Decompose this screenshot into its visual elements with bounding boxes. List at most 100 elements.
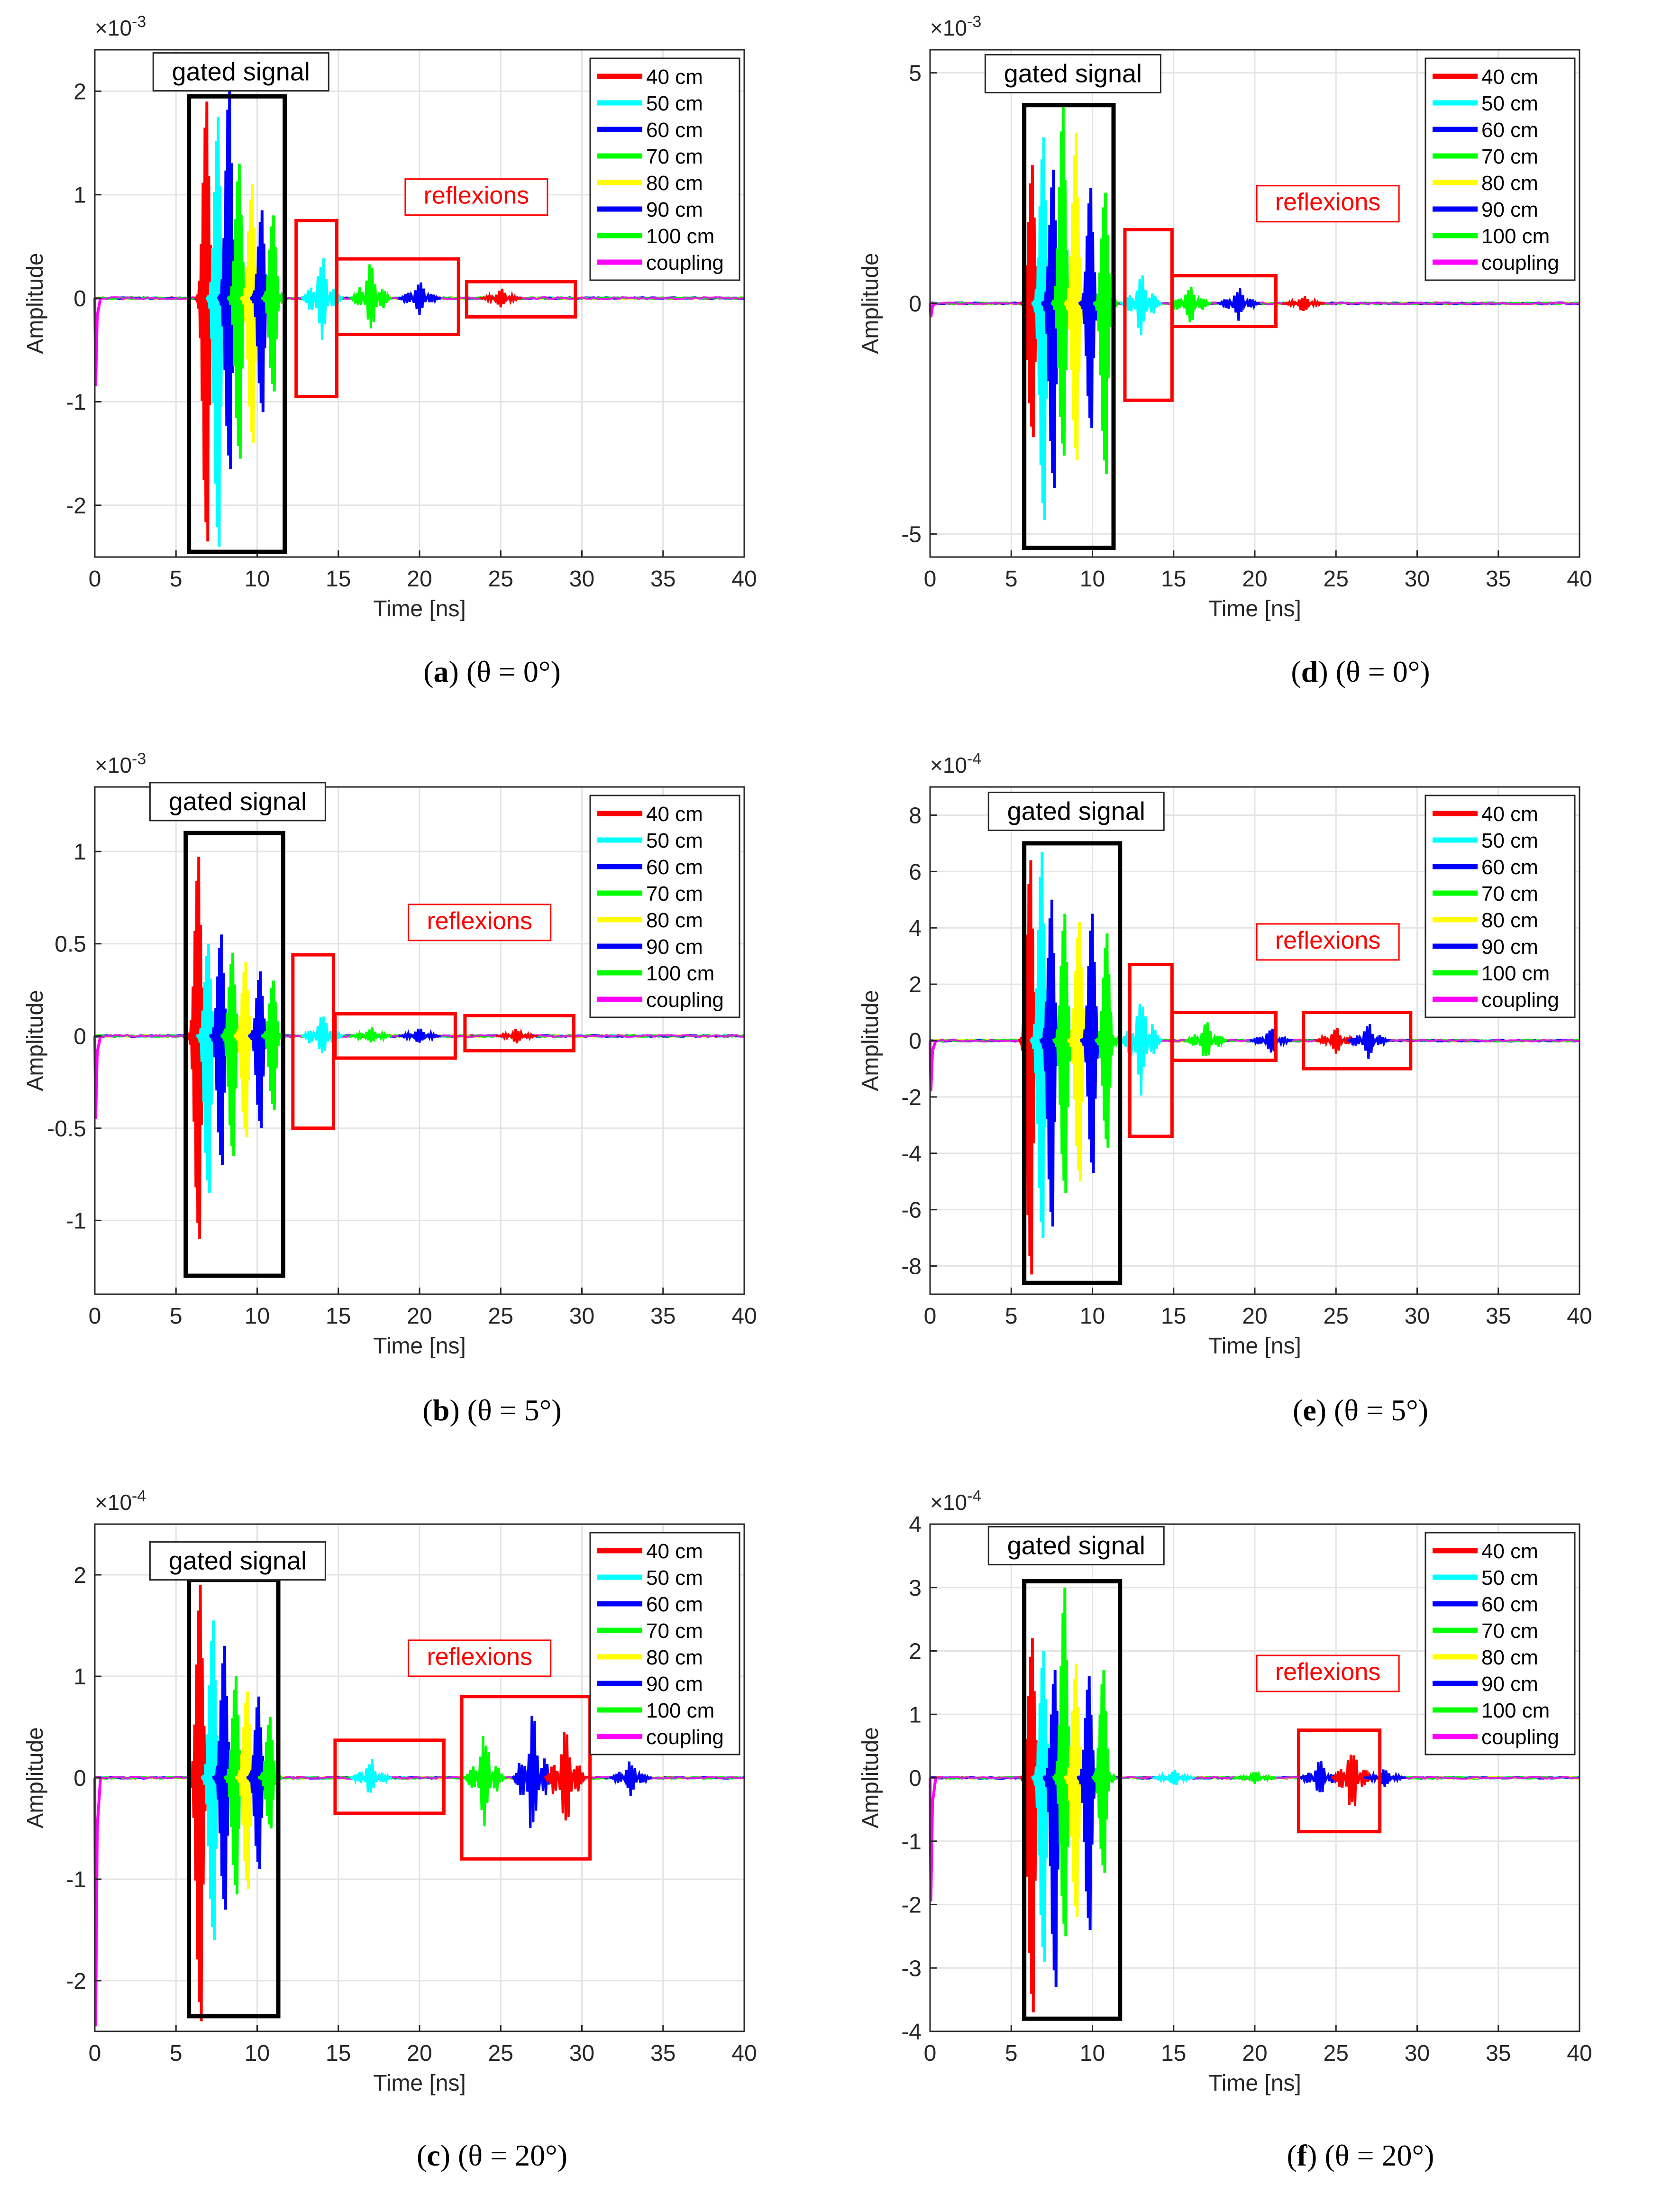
y-tick-label: 2: [73, 79, 86, 104]
y-axis-label: Amplitude: [858, 1727, 883, 1828]
y-tick-label: 0: [73, 286, 86, 311]
gated-signal-box: [1022, 103, 1116, 550]
legend-entry-70cm: 70 cm: [646, 1619, 703, 1643]
legend-entry-50cm: 50 cm: [646, 829, 703, 852]
gated-signal-label: gated signal: [1004, 59, 1142, 88]
y-tick-label: -5: [901, 522, 922, 547]
reflection-burst: [1298, 1761, 1341, 1792]
x-tick-label: 5: [170, 2041, 183, 2066]
x-tick-label: 0: [89, 1304, 101, 1329]
legend-entry-coupling: coupling: [646, 1726, 724, 1749]
caption-e: (e) (θ = 5°): [1293, 1393, 1428, 1427]
y-tick-label: -6: [901, 1198, 922, 1223]
legend-entry-90cm: 90 cm: [646, 198, 703, 221]
reflection-burst: [1347, 1024, 1390, 1059]
caption-c: (c) (θ = 20°): [417, 2139, 567, 2172]
x-tick-label: 35: [1486, 567, 1511, 592]
gated-signal-label-box: [987, 1526, 1165, 1565]
y-tick-label: 0: [909, 292, 922, 317]
y-exponent-power: -3: [132, 750, 146, 768]
legend-entry-90cm: 90 cm: [1481, 935, 1538, 959]
reflexion-box: [1170, 1011, 1278, 1062]
reflection-burst: [349, 1027, 392, 1043]
y-tick-label: -2: [66, 494, 86, 519]
x-tick-label: 25: [488, 567, 513, 592]
legend-entry-100cm: 100 cm: [646, 962, 714, 985]
reflection-burst: [511, 1716, 555, 1828]
y-tick-label: 6: [909, 859, 922, 885]
y-exponent-power: -4: [967, 1487, 981, 1505]
y-tick-label: 2: [73, 1563, 86, 1588]
x-tick-label: 25: [1324, 2041, 1349, 2066]
y-tick-label: -3: [901, 1956, 922, 1981]
legend-entry-90cm: 90 cm: [646, 1673, 703, 1696]
gated-signal-label: gated signal: [1007, 797, 1145, 825]
x-tick-label: 30: [1405, 2041, 1430, 2066]
chart-a: 0 5 10 15 20 25 30 35 40 -2 -1 0 1 2 Time [ns] Amplitud…: [23, 13, 757, 622]
y-exponent-power: -3: [967, 13, 981, 31]
legend-entry-100cm: 100 cm: [1481, 962, 1550, 985]
x-tick-label: 40: [731, 567, 757, 592]
x-tick-label: 35: [1486, 2041, 1511, 2066]
legend-entry-50cm: 50 cm: [1481, 92, 1538, 115]
chart-e: 0 5 10 15 20 25 30 35 40 -8 -6 -4 -2 0 2 4 6 8 Time [ns] Am…: [858, 750, 1592, 1359]
x-tick-label: 25: [1324, 1304, 1349, 1329]
y-tick-label: 0: [73, 1766, 86, 1791]
x-tick-label: 35: [1486, 1304, 1511, 1329]
reflexion-box: [463, 1014, 575, 1052]
gated-signal-label-box: [149, 782, 326, 822]
legend-entry-80cm: 80 cm: [646, 1646, 703, 1669]
y-tick-label: -1: [66, 390, 86, 415]
legend-box: [1424, 795, 1576, 1018]
y-exponent-power: -4: [967, 750, 981, 768]
x-tick-label: 20: [407, 567, 432, 592]
reflexions-label-box: [408, 904, 552, 941]
y-tick-label: 0: [73, 1024, 86, 1049]
x-axis-label: Time [ns]: [1208, 2071, 1301, 2096]
x-tick-label: 20: [1242, 567, 1267, 592]
x-tick-label: 35: [650, 1304, 676, 1329]
y-tick-label: 1: [73, 840, 86, 865]
y-tick-label: 0: [909, 1029, 922, 1054]
x-tick-label: 10: [245, 2041, 270, 2066]
x-tick-label: 15: [1161, 2041, 1186, 2066]
legend-entry-60cm: 60 cm: [646, 119, 703, 142]
y-axis-label: Amplitude: [23, 253, 48, 354]
x-tick-label: 5: [1005, 2041, 1018, 2066]
reflexion-box: [335, 257, 460, 337]
reflexions-label: reflexions: [1275, 1658, 1381, 1686]
legend-entry-coupling: coupling: [1481, 988, 1559, 1012]
x-tick-label: 30: [569, 1304, 594, 1329]
reflexion-box: [1297, 1728, 1382, 1834]
y-exponent-label: ×10-4: [95, 1487, 146, 1515]
chart-c: 0 5 10 15 20 25 30 35 40 -2 -1 0 1 2 Time [ns] Amplitud…: [23, 1487, 757, 2096]
reflexions-label-box: [408, 1639, 552, 1677]
reflection-burst: [609, 1761, 652, 1796]
gated-signal-label: gated signal: [169, 1547, 307, 1575]
y-tick-label: -2: [66, 1969, 86, 1994]
gated-signal-box: [187, 94, 287, 554]
reflection-burst: [495, 1028, 539, 1043]
y-tick-label: -1: [901, 1829, 922, 1855]
legend-entry-60cm: 60 cm: [1481, 1593, 1538, 1616]
burst-100cm: [1091, 1670, 1117, 1873]
legend-entry-70cm: 70 cm: [646, 882, 703, 905]
x-tick-label: 0: [89, 2041, 101, 2066]
x-axis-label: Time [ns]: [1208, 1334, 1301, 1359]
gated-signal-label-box: [987, 791, 1165, 831]
legend-entry-40cm: 40 cm: [1481, 65, 1538, 89]
x-axis-label: Time [ns]: [1208, 596, 1301, 622]
reflection-burst: [1119, 275, 1163, 335]
x-tick-label: 20: [407, 2041, 432, 2066]
burst-100cm: [1095, 933, 1121, 1148]
reflexions-label-box: [1256, 923, 1400, 961]
reflexions-label-box: [1256, 1654, 1400, 1692]
y-tick-label: 1: [73, 1664, 86, 1690]
y-exponent-power: -3: [132, 13, 146, 31]
x-axis-label: Time [ns]: [373, 2071, 466, 2096]
reflexions-label: reflexions: [1275, 189, 1381, 216]
legend-entry-60cm: 60 cm: [1481, 119, 1538, 142]
legend-entry-80cm: 80 cm: [1481, 1646, 1538, 1669]
gated-signal-label: gated signal: [1007, 1532, 1145, 1560]
